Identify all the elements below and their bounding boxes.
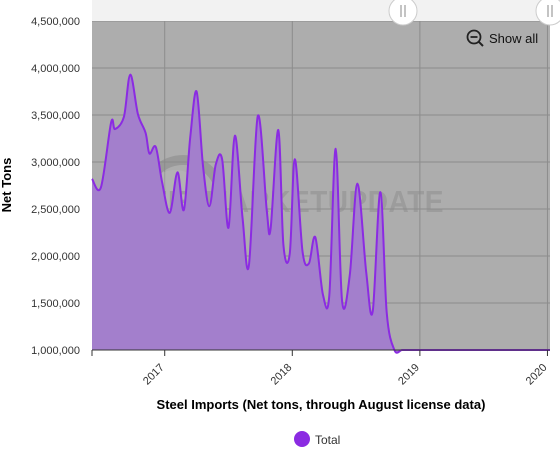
y-tick-label: 3,000,000	[31, 157, 80, 169]
y-tick-label: 4,500,000	[31, 16, 80, 28]
y-axis-title: Net Tons	[0, 158, 14, 213]
x-tick-label: 2017	[141, 362, 167, 388]
y-tick-label: 1,000,000	[31, 345, 80, 357]
x-tick-label: 2020	[524, 362, 550, 388]
y-axis-ticks: 1,000,000 1,500,000 2,000,000 2,500,000 3,00…	[31, 16, 80, 357]
range-selector-track[interactable]	[92, 0, 550, 21]
y-tick-label: 3,500,000	[31, 110, 80, 122]
zoom-out-icon	[466, 29, 484, 47]
y-tick-label: 1,500,000	[31, 298, 80, 310]
x-tick-label: 2018	[269, 362, 295, 388]
y-tick-label: 4,000,000	[31, 63, 80, 75]
legend-marker	[294, 431, 310, 447]
x-tick-label: 2019	[396, 362, 422, 388]
y-tick-label: 2,500,000	[31, 204, 80, 216]
range-handle-left[interactable]	[388, 0, 418, 26]
x-axis-ticks: 2017 2018 2019 2020	[91, 350, 550, 388]
x-axis-title: Steel Imports (Net tons, through August …	[157, 397, 486, 412]
range-handle-right[interactable]	[535, 0, 560, 26]
show-all-button[interactable]: Show all	[466, 29, 539, 47]
legend-item-total[interactable]: Total	[294, 431, 340, 447]
legend-label: Total	[315, 433, 340, 447]
show-all-label: Show all	[489, 31, 538, 46]
series-total-area	[92, 74, 550, 353]
y-tick-label: 2,000,000	[31, 251, 80, 263]
